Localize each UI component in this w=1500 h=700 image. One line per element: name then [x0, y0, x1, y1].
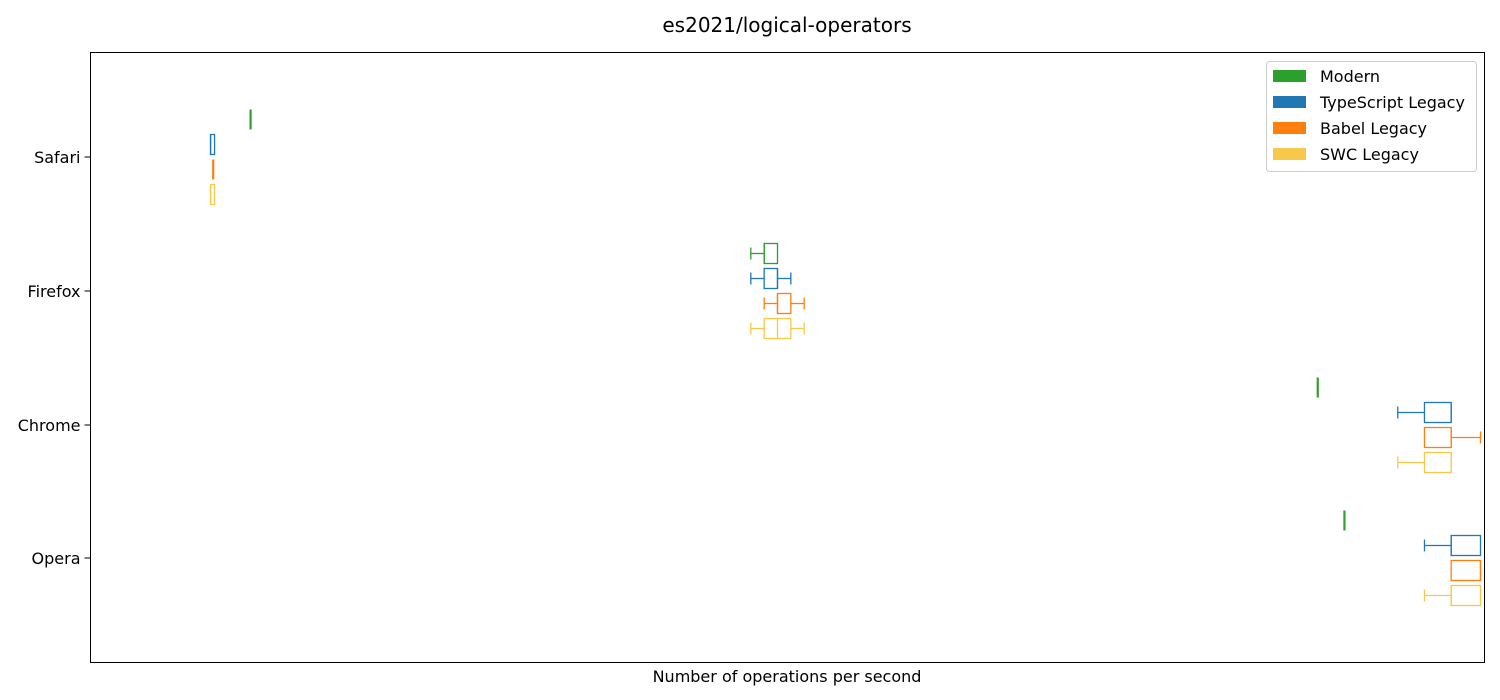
y-axis: Safari Firefox Chrome Opera [18, 148, 91, 568]
legend: Modern TypeScript Legacy Babel Legacy SWC L… [1266, 61, 1477, 172]
legend-swatch-modern [1273, 70, 1306, 82]
x-axis-label: Number of operations per second [653, 667, 922, 686]
y-tick-label-opera: Opera [32, 549, 81, 568]
box-swc-legacy-chrome [1397, 451, 1452, 474]
legend-swatch-babel-legacy [1273, 122, 1306, 134]
legend-label-modern: Modern [1320, 67, 1380, 86]
box-babel-legacy-opera [1450, 559, 1482, 582]
box-babel-legacy-chrome [1423, 426, 1482, 449]
box-typescript-legacy-safari [209, 133, 216, 156]
box-typescript-legacy-chrome [1397, 401, 1452, 424]
y-tick-label-safari: Safari [34, 148, 80, 167]
box-babel-legacy-firefox [763, 292, 805, 315]
legend-swatch-typescript-legacy [1273, 96, 1306, 108]
box-iqr [1450, 559, 1482, 582]
box-swc-legacy-opera [1423, 584, 1482, 607]
series-boxes [209, 109, 1482, 607]
box-iqr [1423, 401, 1452, 424]
plot-area [90, 52, 1485, 663]
box-iqr [1450, 584, 1482, 607]
box-swc-legacy-safari [209, 183, 216, 206]
legend-label-swc-legacy: SWC Legacy [1320, 145, 1419, 164]
legend-label-babel-legacy: Babel Legacy [1320, 119, 1427, 138]
box-iqr [1423, 451, 1452, 474]
legend-frame [1266, 61, 1477, 172]
y-tick-label-chrome: Chrome [18, 416, 81, 435]
box-typescript-legacy-opera [1423, 534, 1482, 557]
box-iqr [763, 242, 779, 265]
box-modern-firefox [750, 242, 779, 265]
legend-swatch-swc-legacy [1273, 148, 1306, 160]
box-iqr [1450, 534, 1482, 557]
box-typescript-legacy-firefox [750, 267, 792, 290]
box-iqr [776, 292, 792, 315]
legend-label-typescript-legacy: TypeScript Legacy [1319, 93, 1465, 112]
y-tick-label-firefox: Firefox [28, 282, 81, 301]
box-swc-legacy-firefox [750, 317, 805, 340]
box-iqr [1423, 426, 1452, 449]
chart-title: es2021/logical-operators [662, 13, 911, 37]
box-iqr [763, 267, 779, 290]
